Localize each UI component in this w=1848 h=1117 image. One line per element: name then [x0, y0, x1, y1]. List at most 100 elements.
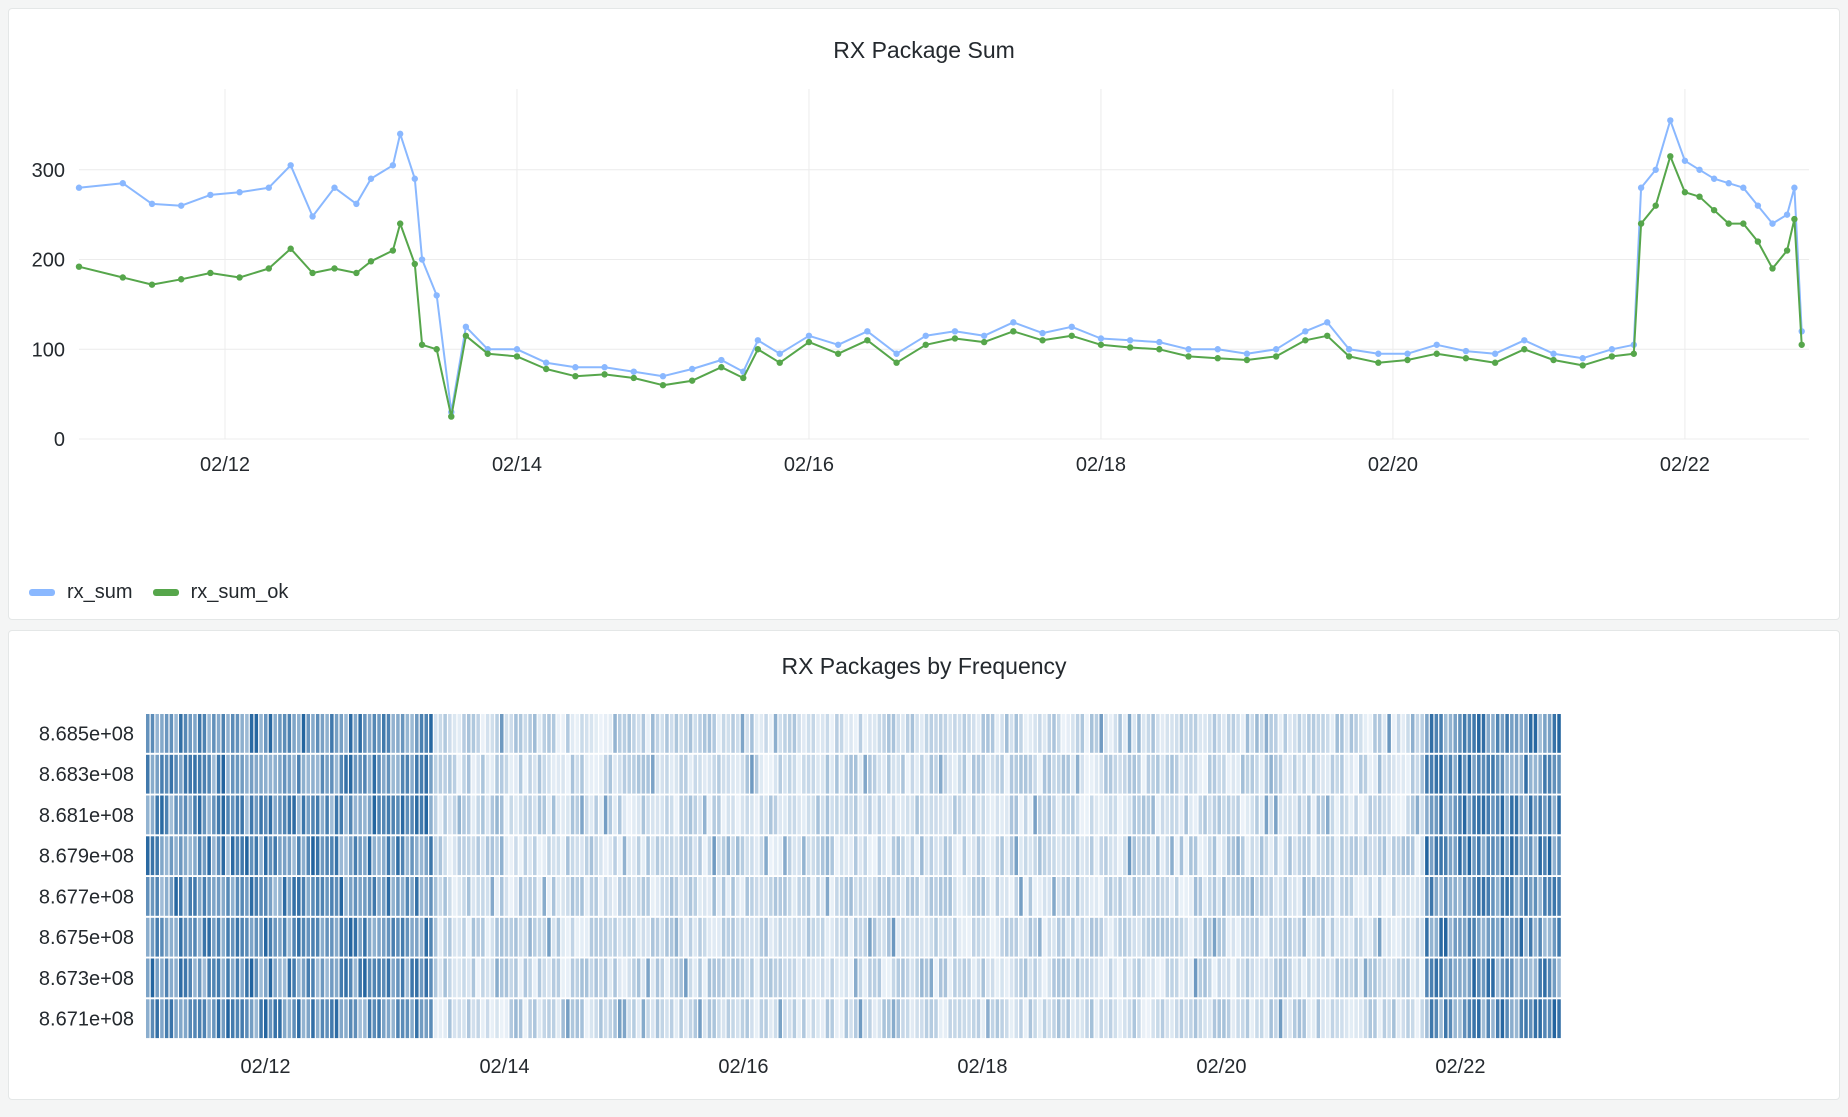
heatmap-cell — [547, 795, 551, 835]
heatmap-cell — [603, 958, 608, 998]
heatmap-cell — [1292, 836, 1297, 876]
heatmap-cell — [1396, 958, 1401, 998]
heatmap-cell — [363, 999, 367, 1039]
heatmap-cell — [962, 836, 967, 876]
heatmap-cell — [476, 754, 480, 794]
heatmap-cell — [230, 877, 235, 916]
heatmap-cell — [216, 999, 221, 1039]
heatmap-cell — [528, 714, 532, 753]
heatmap-cell — [603, 754, 608, 794]
heatmap-cell — [1444, 877, 1448, 916]
legend-item-rx-sum-ok[interactable]: rx_sum_ok — [152, 581, 288, 604]
heatmap-cell — [957, 714, 962, 753]
heatmap-cell — [1448, 795, 1453, 835]
heatmap-cell — [1505, 836, 1509, 876]
heatmap-cell — [561, 714, 565, 753]
heatmap-cell — [967, 714, 971, 753]
heatmap-cell — [920, 836, 924, 876]
heatmap-cell — [854, 877, 858, 916]
heatmap-cell — [1023, 999, 1028, 1039]
heatmap-cell — [1547, 999, 1552, 1039]
heatmap-cell — [1557, 917, 1561, 957]
heatmap-cell — [990, 917, 995, 957]
heatmap-cell — [1448, 917, 1453, 957]
heatmap-cell — [207, 917, 211, 957]
heatmap-cell — [1382, 754, 1387, 794]
heatmap-cell — [905, 999, 910, 1039]
heatmap-cell — [1387, 917, 1391, 957]
heatmap-cell — [547, 877, 551, 916]
heatmap-cell — [929, 999, 934, 1039]
heatmap-cell — [1165, 877, 1170, 916]
heatmap-cell — [438, 795, 443, 835]
data-point-rx_sum — [1010, 319, 1017, 326]
heatmap-cell — [1170, 795, 1174, 835]
heatmap-cell — [632, 714, 636, 753]
heatmap-cell — [245, 836, 249, 876]
heatmap-cell — [608, 999, 613, 1039]
heatmap-cell — [1028, 714, 1033, 753]
heatmap-cell — [655, 836, 660, 876]
heatmap-cell — [410, 917, 414, 957]
heatmap-cell — [193, 836, 197, 876]
heatmap-cell — [476, 999, 480, 1039]
heatmap-cell — [948, 795, 952, 835]
heatmap-cell — [471, 877, 476, 916]
legend-item-rx-sum[interactable]: rx_sum — [29, 581, 133, 604]
heatmap-cell — [363, 836, 367, 876]
heatmap-cell — [717, 999, 721, 1039]
heatmap-cell — [1132, 714, 1136, 753]
heatmap-cell — [202, 999, 207, 1039]
heatmap-cell — [490, 958, 495, 998]
heatmap-cell — [443, 958, 447, 998]
heatmap-cell — [438, 999, 443, 1039]
heatmap-cell — [1335, 836, 1339, 876]
heatmap-cell — [632, 795, 636, 835]
heatmap-cell — [1410, 754, 1415, 794]
heatmap-cell — [1056, 999, 1061, 1039]
heatmap-cell — [528, 877, 532, 916]
heatmap-cell — [311, 999, 315, 1039]
heatmap-cell — [254, 917, 259, 957]
heatmap-cell — [1363, 999, 1368, 1039]
heatmap-cell — [726, 999, 731, 1039]
heatmap-cell — [334, 917, 339, 957]
heatmap-cell — [452, 917, 457, 957]
data-point-rx_sum — [1754, 202, 1762, 209]
heatmap-cell — [901, 958, 905, 998]
heatmap-cell — [1340, 917, 1344, 957]
heatmap-cell — [1288, 754, 1292, 794]
heatmap-cell — [485, 795, 490, 835]
heatmap-cell — [410, 714, 414, 753]
heatmap-cell — [1292, 714, 1297, 753]
heatmap-cell — [1444, 795, 1448, 835]
heatmap-cell — [1014, 754, 1018, 794]
heatmap-cell — [655, 999, 660, 1039]
heatmap-cell — [901, 714, 905, 753]
heatmap-cell — [1354, 795, 1358, 835]
heatmap-cell — [391, 754, 395, 794]
line-chart-title: RX Package Sum — [833, 37, 1015, 63]
heatmap-cell — [1467, 877, 1472, 916]
heatmap-cell — [995, 795, 1000, 835]
heatmap-cell — [1429, 714, 1434, 753]
heatmap-cell — [566, 999, 570, 1039]
data-point-rx_sum — [433, 292, 440, 299]
heatmap-cell — [1519, 917, 1524, 957]
heatmap-cell — [1458, 917, 1462, 957]
heatmap-cell — [386, 917, 391, 957]
heatmap-cell — [1547, 714, 1552, 753]
heatmap-cell — [972, 999, 976, 1039]
heatmap-cell — [1226, 917, 1231, 957]
heatmap-cell — [844, 836, 849, 876]
heatmap-cell — [816, 714, 820, 753]
heatmap-cell — [1307, 795, 1311, 835]
heatmap-cell — [386, 877, 391, 916]
heatmap-cell — [254, 754, 259, 794]
heatmap-cell — [816, 795, 820, 835]
heatmap-cell — [358, 877, 362, 916]
heatmap-cell — [155, 714, 159, 753]
data-point-rx_sum — [1579, 355, 1586, 362]
heatmap-cell — [1222, 999, 1226, 1039]
heatmap-cell — [599, 714, 603, 753]
